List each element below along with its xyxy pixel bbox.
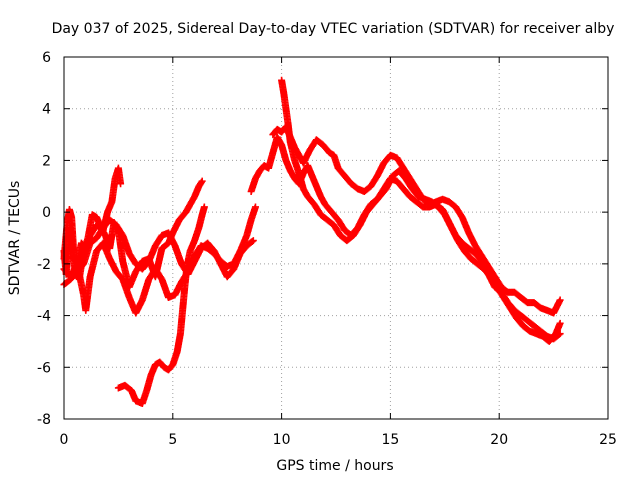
y-tick-labels: -8 -6 -4 -2 0 2 4 6 — [37, 50, 51, 428]
data-point — [248, 237, 256, 245]
data-marks — [60, 76, 564, 407]
series-track-d — [60, 203, 259, 317]
data-point — [197, 178, 205, 186]
plot-frame — [63, 56, 609, 420]
x-tick-label: 0 — [60, 432, 69, 448]
grid — [64, 57, 608, 419]
x-tick-label: 25 — [599, 432, 617, 448]
data-point — [556, 296, 564, 304]
series-track-g — [269, 123, 564, 317]
y-tick-label: -2 — [37, 257, 51, 273]
y-tick-label: 4 — [42, 102, 51, 118]
x-tick-label: 20 — [490, 432, 508, 448]
data-point — [251, 203, 259, 211]
data-point — [117, 180, 125, 188]
x-tick-label: 15 — [381, 432, 399, 448]
x-tick-label: 10 — [273, 432, 291, 448]
x-tick-label: 5 — [168, 432, 177, 448]
data-point — [249, 237, 257, 245]
axis-ticks — [63, 56, 609, 420]
y-tick-label: 0 — [42, 205, 51, 221]
x-tick-labels: 0 5 10 15 20 25 — [60, 432, 617, 448]
data-point — [556, 319, 564, 327]
y-tick-label: -8 — [37, 412, 51, 428]
y-tick-label: 6 — [42, 50, 51, 66]
y-tick-label: -4 — [37, 309, 51, 325]
data-point — [198, 177, 206, 185]
y-tick-label: -6 — [37, 360, 51, 376]
series-track-e — [114, 203, 208, 407]
x-axis-label: GPS time / hours — [276, 458, 393, 474]
data-point — [200, 203, 208, 211]
series-track-h — [278, 76, 564, 345]
y-axis-label: SDTVAR / TECUs — [7, 181, 23, 296]
y-tick-label: 2 — [42, 153, 51, 169]
chart-title: Day 037 of 2025, Sidereal Day-to-day VTE… — [52, 21, 615, 37]
